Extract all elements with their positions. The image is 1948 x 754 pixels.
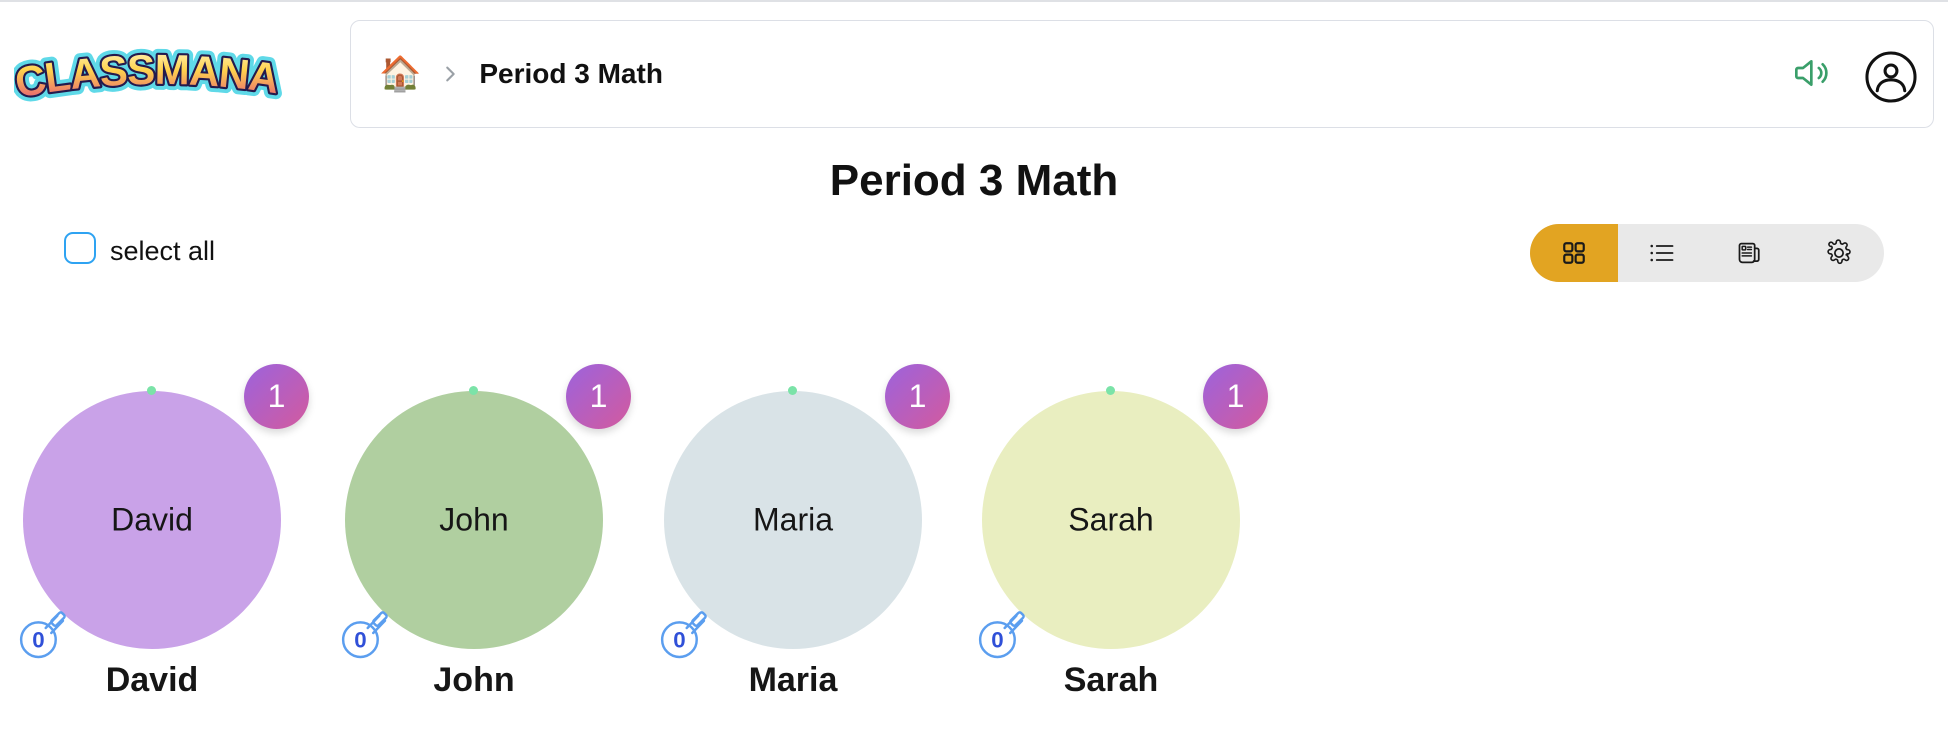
svg-text:CLASSMANA: CLASSMANA	[14, 46, 282, 107]
svg-text:0: 0	[991, 628, 1003, 653]
svg-text:0: 0	[354, 628, 366, 653]
svg-text:0: 0	[32, 628, 44, 653]
svg-text:0: 0	[673, 628, 685, 653]
